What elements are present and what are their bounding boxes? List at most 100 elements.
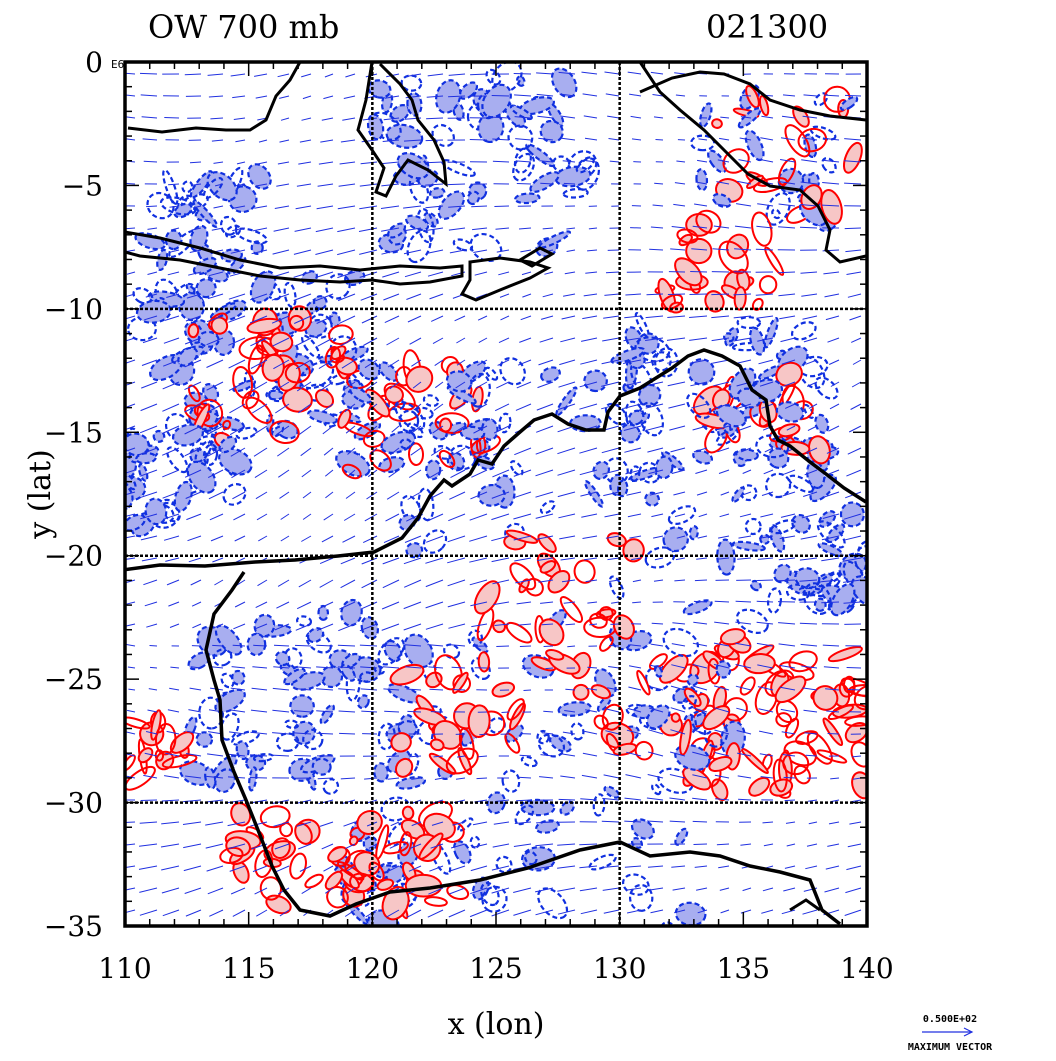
wind-vector bbox=[514, 74, 531, 75]
wind-vector bbox=[386, 756, 399, 757]
wind-vector bbox=[845, 95, 861, 96]
wind-vector bbox=[678, 118, 686, 119]
negative-contour bbox=[425, 932, 448, 966]
vector-legend: 0.500E+02 MAXIMUM VECTOR bbox=[908, 1014, 993, 1053]
positive-contour bbox=[440, 418, 451, 431]
wind-vector bbox=[806, 755, 817, 756]
positive-contour bbox=[402, 806, 414, 820]
wind-vector bbox=[502, 712, 510, 713]
corner-mark: E6 bbox=[111, 58, 124, 71]
vector-legend-label: MAXIMUM VECTOR bbox=[908, 1042, 993, 1053]
negative-contour bbox=[716, 539, 735, 575]
wind-vector bbox=[253, 645, 267, 646]
wind-vector bbox=[318, 778, 333, 779]
wind-vector bbox=[579, 844, 597, 845]
wind-vector bbox=[274, 645, 289, 646]
negative-contour bbox=[584, 370, 607, 392]
positive-contour bbox=[188, 324, 199, 338]
y-tick-label: −15 bbox=[44, 416, 103, 449]
positive-contour bbox=[468, 705, 491, 738]
wind-vector bbox=[212, 645, 223, 646]
wind-vector bbox=[609, 646, 619, 647]
wind-vector bbox=[567, 646, 575, 647]
wind-vector bbox=[543, 711, 553, 712]
title-left: OW 700 mb bbox=[148, 8, 339, 46]
y-tick-label: −30 bbox=[44, 787, 103, 820]
wind-vector bbox=[540, 183, 553, 184]
wind-vector bbox=[757, 580, 773, 581]
y-axis-label: y (lat) bbox=[23, 449, 58, 539]
wind-vector bbox=[425, 162, 443, 163]
wind-vector bbox=[848, 690, 861, 691]
positive-contour bbox=[671, 712, 681, 722]
wind-vector bbox=[492, 96, 509, 97]
wind-vector bbox=[524, 690, 532, 691]
wind-vector bbox=[564, 183, 575, 184]
wind-vector bbox=[140, 73, 157, 74]
wind-vector bbox=[470, 140, 487, 141]
wind-vector bbox=[448, 184, 465, 185]
wind-vector bbox=[453, 690, 465, 691]
wind-vector bbox=[742, 95, 751, 96]
wind-vector bbox=[478, 756, 487, 757]
wind-vector bbox=[693, 821, 707, 822]
x-tick-label: 135 bbox=[717, 952, 770, 985]
wind-vector bbox=[494, 206, 509, 207]
wind-vector bbox=[407, 711, 421, 712]
wind-vector bbox=[694, 601, 707, 602]
wind-vector bbox=[168, 184, 179, 185]
negative-contour bbox=[433, 961, 451, 977]
wind-vector bbox=[520, 646, 531, 647]
wind-vector bbox=[828, 734, 839, 735]
wind-vector bbox=[477, 778, 488, 779]
wind-vector bbox=[496, 646, 509, 647]
x-tick-label: 110 bbox=[98, 952, 151, 985]
wind-vector bbox=[544, 646, 553, 647]
positive-contour bbox=[734, 287, 747, 310]
wind-vector bbox=[295, 645, 311, 646]
wind-vector bbox=[800, 227, 817, 228]
negative-contour bbox=[401, 439, 411, 448]
y-tick-label: −5 bbox=[62, 169, 103, 202]
wind-vector bbox=[479, 734, 487, 735]
negative-contour bbox=[666, 938, 677, 949]
y-tick-label: −35 bbox=[44, 910, 103, 943]
wind-vector bbox=[384, 711, 399, 712]
negative-contour bbox=[689, 526, 698, 540]
wind-vector bbox=[757, 601, 773, 602]
wind-vector bbox=[690, 272, 707, 273]
wind-vector bbox=[647, 294, 664, 295]
wind-vector bbox=[694, 844, 708, 845]
negative-contour bbox=[696, 169, 708, 191]
wind-vector bbox=[517, 184, 531, 185]
negative-contour bbox=[449, 941, 471, 952]
wind-vector bbox=[821, 602, 839, 603]
wind-vector bbox=[339, 733, 355, 734]
negative-contour bbox=[290, 695, 314, 718]
wind-vector bbox=[520, 755, 531, 756]
wind-vector bbox=[338, 645, 355, 646]
wind-vector bbox=[695, 580, 707, 581]
wind-vector bbox=[410, 756, 421, 757]
wind-vector bbox=[690, 294, 708, 295]
wind-vector bbox=[656, 140, 664, 141]
positive-contour bbox=[98, 727, 127, 747]
y-tick-label: −10 bbox=[44, 293, 103, 326]
y-tick-label: −25 bbox=[44, 663, 103, 696]
wind-vector bbox=[150, 667, 157, 668]
wind-vector bbox=[559, 799, 575, 800]
y-tick-label: −20 bbox=[44, 540, 103, 573]
negative-contour bbox=[679, 933, 707, 960]
wind-vector bbox=[784, 777, 795, 778]
positive-contour bbox=[622, 538, 644, 562]
title-right: 021300 bbox=[706, 8, 828, 46]
x-tick-label: 140 bbox=[840, 952, 893, 985]
x-tick-label: 120 bbox=[346, 952, 399, 985]
x-tick-label: 130 bbox=[593, 952, 646, 985]
wind-vector bbox=[164, 118, 179, 119]
wind-vector bbox=[738, 799, 751, 800]
wind-vector bbox=[518, 777, 531, 778]
wind-vector bbox=[294, 756, 311, 757]
wind-vector bbox=[649, 249, 663, 250]
